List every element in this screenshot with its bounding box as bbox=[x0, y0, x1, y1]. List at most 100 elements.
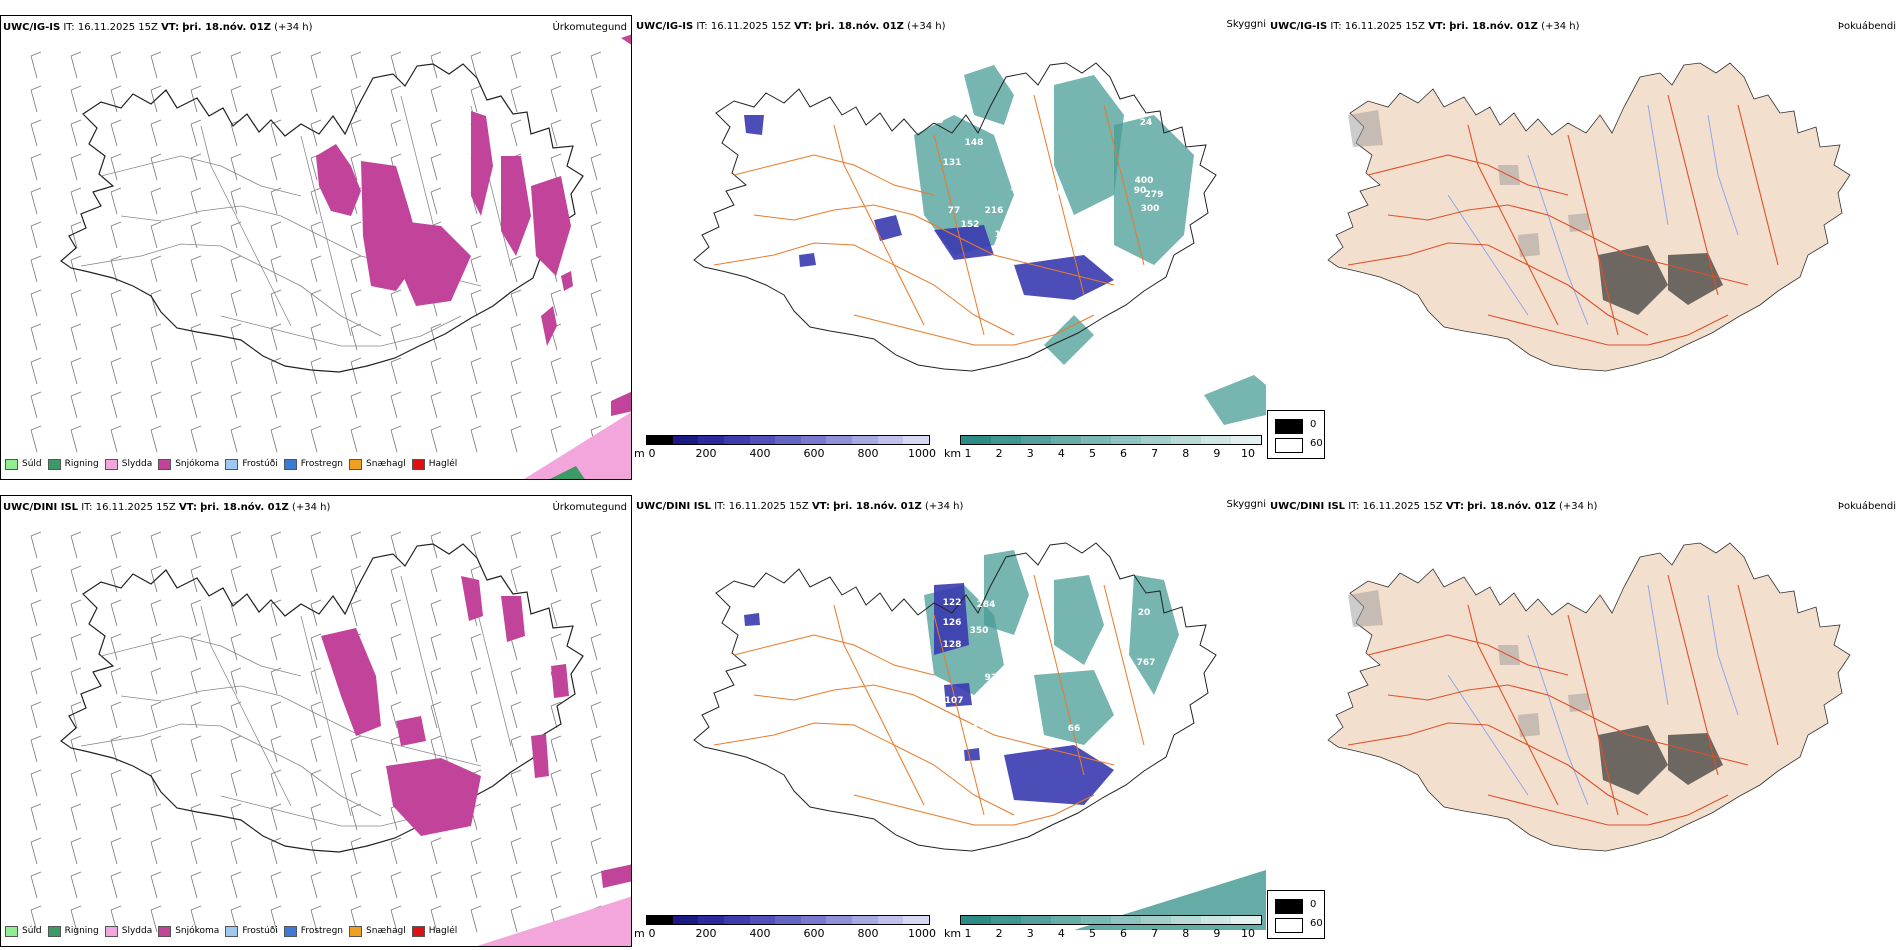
fog-legend-swatch-60 bbox=[1275, 918, 1303, 933]
panel-header: UWC/IG-IS IT: 16.11.2025 15Z VT: þri. 18… bbox=[1270, 21, 1580, 32]
legend-item-0: Súld bbox=[5, 925, 42, 937]
colorbar-tick: 1 bbox=[964, 927, 972, 940]
legend-swatch bbox=[47, 458, 61, 470]
legend-swatch bbox=[158, 925, 172, 937]
legend-swatch bbox=[225, 925, 239, 937]
snow-corner bbox=[601, 864, 631, 888]
legend-label: Frostúði bbox=[242, 926, 278, 936]
ceiling-colorbar-bar bbox=[646, 435, 930, 445]
iceland-coastline bbox=[693, 542, 1217, 852]
precip-type-map bbox=[30, 531, 631, 946]
legend-item-5: Frostregn bbox=[283, 925, 343, 937]
colorbar-tick: 10 bbox=[1241, 447, 1255, 460]
colorbar-tick: 10 bbox=[1241, 927, 1255, 940]
legend-swatch bbox=[411, 925, 425, 937]
legend-label: Rigning bbox=[64, 926, 99, 936]
colorbar-tick: 600 bbox=[803, 927, 825, 940]
ceiling-labels: 122 284 126 350 128 929 97 218 107 131 121 66 767 20 6… bbox=[943, 598, 1156, 734]
ceiling-label: 84 bbox=[1086, 230, 1099, 240]
fog-legend-swatch-0 bbox=[1275, 899, 1303, 914]
legend-label: Slydda bbox=[121, 459, 153, 469]
rain-area bbox=[550, 466, 585, 479]
rivers bbox=[1447, 584, 1739, 806]
legend-swatch bbox=[349, 925, 363, 937]
colorbar-tick: 4 bbox=[1057, 447, 1065, 460]
legend-label: Snæhagl bbox=[366, 926, 406, 936]
ceiling-visibility-map: 122 284 126 350 128 929 97 218 107 131 121 66 767 20 6… bbox=[693, 542, 1266, 930]
panel-header: UWC/IG-IS IT: 16.11.2025 15Z VT: þri. 18… bbox=[3, 22, 313, 33]
legend-item-4: Frostúði bbox=[225, 458, 278, 470]
legend-swatch bbox=[411, 458, 425, 470]
legend-label: Súld bbox=[22, 926, 42, 936]
visibility-colorbar-bar bbox=[960, 435, 1262, 445]
ceiling-label: 279 bbox=[1145, 190, 1164, 200]
iceland-coastline bbox=[693, 62, 1217, 372]
fog-legend-row2: 0 60 bbox=[1267, 890, 1325, 939]
legend-item-0: Súld bbox=[5, 458, 42, 470]
ceiling-label: 84 bbox=[858, 218, 871, 228]
fog-indicator-map bbox=[1327, 62, 1851, 372]
ceiling-label: 131 bbox=[973, 724, 992, 734]
road-network bbox=[1347, 94, 1779, 346]
colorbar-tick: 800 bbox=[857, 927, 879, 940]
legend-item-1: Rigning bbox=[47, 925, 99, 937]
fog-panel-row2: UWC/DINI ISL IT: 16.11.2025 15Z VT: þri.… bbox=[1268, 495, 1900, 915]
ceiling-label: 131 bbox=[943, 158, 962, 168]
fog-panel-row1: UWC/IG-IS IT: 16.11.2025 15Z VT: þri. 18… bbox=[1268, 15, 1900, 480]
legend-label: Rigning bbox=[64, 459, 99, 469]
ceiling-label: 338 bbox=[925, 116, 944, 126]
legend-swatch bbox=[104, 458, 118, 470]
precip-type-legend: Súld Rigning Slydda Snjókoma Frostúði Frostre… bbox=[5, 455, 457, 473]
precip-type-panel-row1: UWC/IG-IS IT: 16.11.2025 15Z VT: þri. 18… bbox=[0, 15, 632, 480]
legend-swatch bbox=[47, 925, 61, 937]
legend-item-7: Haglél bbox=[411, 458, 458, 470]
fog-areas bbox=[1348, 590, 1723, 795]
ceiling-label: 24 bbox=[1140, 118, 1153, 128]
colorbar-tick: 1000 bbox=[908, 927, 936, 940]
colorbar-tick: 1 bbox=[964, 447, 972, 460]
colorbar-tick: 7 bbox=[1151, 447, 1159, 460]
legend-label: Haglél bbox=[428, 926, 458, 936]
panel-header: UWC/DINI ISL IT: 16.11.2025 15Z VT: þri.… bbox=[1270, 501, 1598, 512]
fog-areas bbox=[1348, 110, 1723, 315]
fog-legend-swatch-60 bbox=[1275, 438, 1303, 453]
colorbar-tick: 1000 bbox=[908, 447, 936, 460]
colorbar-tick: 600 bbox=[803, 447, 825, 460]
low-visibility-areas bbox=[914, 65, 1266, 425]
ceiling-label: 20 bbox=[1138, 608, 1151, 618]
colorbar-tick: 800 bbox=[857, 447, 879, 460]
legend-label: Haglél bbox=[428, 459, 458, 469]
legend-item-2: Slydda bbox=[104, 925, 152, 937]
colorbar-tick: 2 bbox=[995, 927, 1003, 940]
legend-item-4: Frostúði bbox=[225, 925, 278, 937]
visibility-colorbar-bar bbox=[960, 915, 1262, 925]
visibility-panel-row2: UWC/DINI ISL IT: 16.11.2025 15Z VT: þri.… bbox=[634, 495, 1266, 945]
ceiling-label: 300 bbox=[1141, 204, 1160, 214]
ceiling-colorbar-bar bbox=[646, 915, 930, 925]
legend-swatch bbox=[5, 458, 18, 470]
colorbar-tick: 200 bbox=[695, 927, 717, 940]
colorbar-tick: 2 bbox=[995, 447, 1003, 460]
fog-indicator-map bbox=[1327, 542, 1851, 852]
snowfall-areas bbox=[321, 576, 569, 836]
ceiling-label: 400 bbox=[1135, 176, 1154, 186]
legend-item-3: Snjókoma bbox=[158, 925, 219, 937]
fog-legend-swatch-0 bbox=[1275, 419, 1303, 434]
iceland-coastline bbox=[60, 63, 584, 373]
low-visibility-areas bbox=[924, 550, 1179, 745]
legend-swatch bbox=[283, 925, 297, 937]
legend-swatch bbox=[225, 458, 239, 470]
ceiling-label: 90 bbox=[1134, 186, 1147, 196]
road-network bbox=[713, 94, 1145, 346]
ceiling-label: 61 bbox=[1134, 688, 1147, 698]
panel-header: UWC/DINI ISL IT: 16.11.2025 15Z VT: þri.… bbox=[3, 502, 331, 513]
snow-corner bbox=[611, 391, 631, 416]
wind-barbs bbox=[30, 531, 602, 933]
colorbar-tick: 9 bbox=[1213, 927, 1221, 940]
road-network bbox=[80, 95, 512, 347]
legend-item-3: Snjókoma bbox=[158, 458, 219, 470]
colorbar-tick: 9 bbox=[1213, 447, 1221, 460]
ceiling-label: 97 bbox=[1026, 668, 1039, 678]
